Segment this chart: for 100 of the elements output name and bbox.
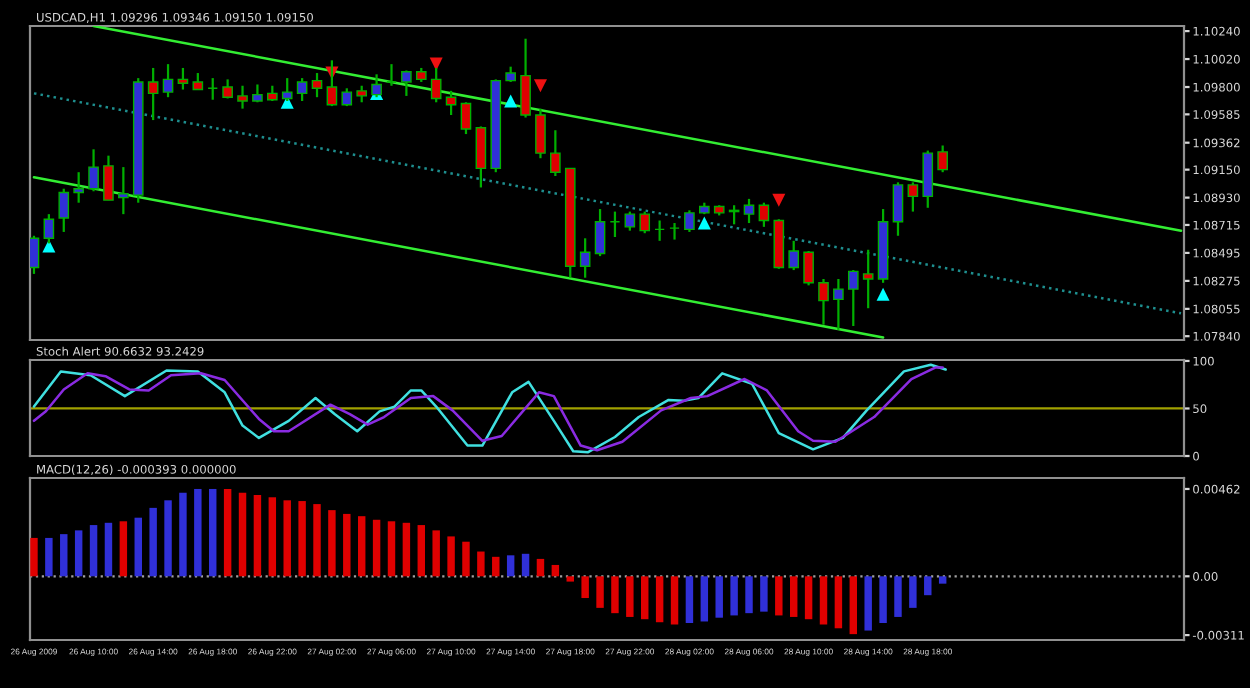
bar [924,576,932,596]
bar [581,576,589,599]
bar [849,576,858,635]
candlestick [162,63,174,99]
candlestick [207,77,219,101]
bar [506,555,515,577]
candlestick [847,268,859,328]
bar [372,519,381,577]
candlestick [594,207,606,258]
candlestick [907,181,919,213]
candlestick [862,248,874,310]
bar [417,525,426,577]
bar [194,488,202,577]
bar [119,521,128,577]
candlestick [103,154,114,202]
bar [700,576,709,622]
bar [670,576,679,625]
candlestick [624,210,636,232]
bar [760,576,768,612]
bar [402,522,411,577]
bar [164,500,172,577]
bar [789,576,798,617]
bar [879,576,887,623]
bar [298,501,306,577]
bar [387,521,396,577]
candlestick [401,69,412,98]
candlestick [535,107,546,160]
candlestick [88,148,99,193]
bar [268,497,277,577]
bar [775,576,783,616]
candlestick [892,181,904,237]
candlestick [296,77,308,103]
bar [685,576,694,623]
bar [104,522,113,577]
candlestick [73,171,84,204]
point [533,79,547,93]
bar [804,576,813,620]
bar [343,513,351,577]
bar [238,492,247,577]
candlestick [550,129,561,178]
candlestick [579,237,591,279]
candlestick [475,125,487,189]
candlestick [639,210,651,235]
candlestick [445,89,457,117]
bar [283,500,291,577]
candlestick [237,84,248,110]
candlestick [684,209,695,234]
candlestick [147,66,159,122]
bar [74,530,83,577]
bar [551,564,560,577]
candlestick [30,234,40,275]
bar [89,525,98,577]
bar [179,492,187,577]
candlestick [818,277,829,326]
candlestick [386,63,397,87]
candlestick [460,101,472,136]
candlestick [773,218,785,270]
bar [909,576,917,608]
bar [715,576,723,618]
bar [864,576,872,631]
point [876,287,890,301]
bar [611,576,619,614]
candlestick [58,187,70,234]
point [772,193,786,207]
bar [834,576,843,629]
bar [134,517,142,577]
bar [596,576,604,608]
bar [894,576,902,617]
bar [536,558,545,577]
candlestick [922,149,934,209]
candlestick [118,166,129,216]
candlestick [788,239,800,272]
candlestick [803,249,814,287]
bar [209,488,217,577]
bar [566,576,574,582]
candlestick [520,37,531,119]
bar [432,530,440,577]
candlestick [177,66,189,91]
bar [328,510,336,577]
bar [357,516,366,577]
point [697,216,711,230]
bar [745,576,753,614]
bar [223,488,232,577]
bar [30,537,38,577]
bar [447,536,455,577]
bar [462,541,470,577]
candlestick [654,219,665,242]
point [504,94,518,108]
candlestick [743,197,755,225]
candlestick [311,71,323,99]
bar [521,553,530,577]
bar [819,576,828,625]
bar [938,576,947,584]
bar [626,576,634,617]
bar [492,556,500,577]
bar [45,537,53,577]
bar [149,507,157,577]
bar [313,504,321,577]
bar [477,551,485,577]
bar [60,534,68,577]
